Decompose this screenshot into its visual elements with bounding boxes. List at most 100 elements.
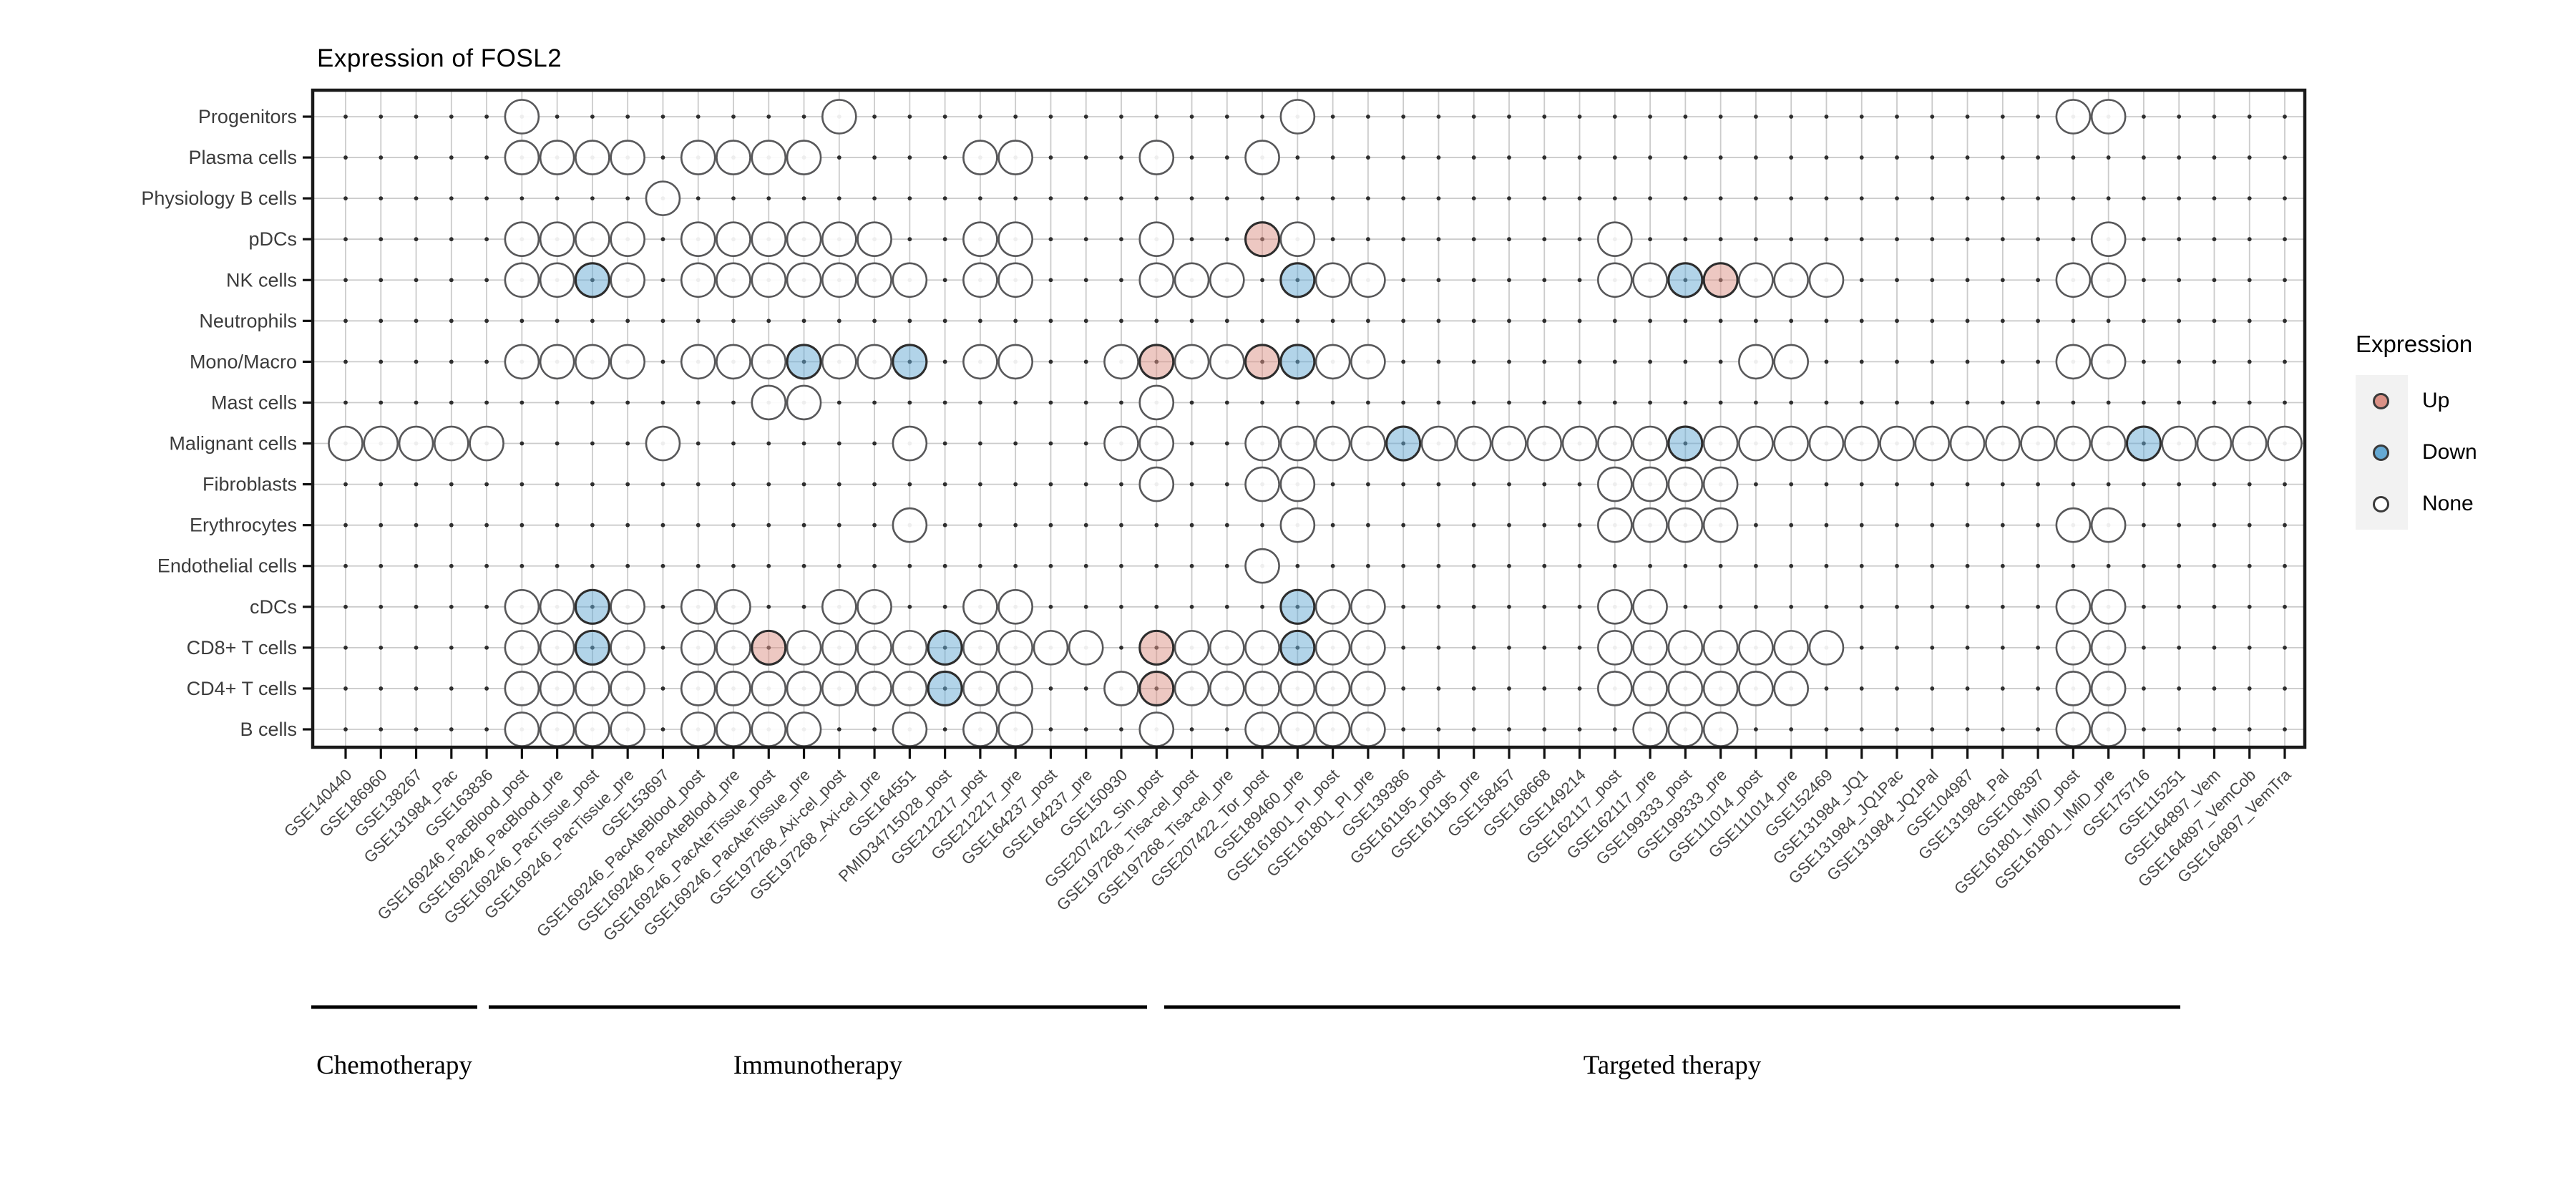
expression-dot-none — [1244, 671, 1280, 706]
expression-dot-none — [1068, 630, 1104, 666]
expression-dot-none — [1491, 425, 1527, 462]
y-tick-label: pDCs — [248, 228, 297, 250]
y-tick-label: Neutrophils — [199, 310, 297, 331]
expression-dot-none — [2161, 425, 2197, 462]
expression-dot-none — [1667, 630, 1704, 666]
expression-dot-none — [504, 588, 540, 625]
expression-dot-none — [610, 671, 645, 706]
expression-dot-none — [1209, 630, 1245, 666]
expression-dot-none — [962, 671, 998, 706]
expression-dot-none — [1597, 630, 1633, 666]
expression-dot-none — [1209, 344, 1245, 380]
expression-dot-none — [1667, 671, 1704, 706]
expression-dot-none — [680, 344, 716, 380]
expression-dot-none — [857, 262, 892, 298]
group-label: Chemotherapy — [316, 1051, 472, 1080]
expression-dot-none — [645, 180, 681, 216]
expression-dot-none — [1244, 140, 1280, 175]
expression-dot-none — [892, 262, 928, 298]
expression-dot-none — [716, 221, 751, 258]
expression-dot-none — [1773, 630, 1809, 666]
expression-dot-none — [786, 221, 822, 258]
expression-dot-none — [610, 140, 645, 175]
expression-dot-none — [1808, 630, 1845, 666]
expression-dot-none — [1174, 344, 1210, 380]
expression-dot-none — [962, 221, 998, 258]
y-tick-label: CD4+ T cells — [187, 678, 297, 699]
expression-dot-up — [1138, 344, 1175, 380]
expression-dot-none — [539, 588, 575, 625]
expression-dot-none — [504, 221, 540, 258]
group-label: Targeted therapy — [1584, 1051, 1762, 1080]
expression-dot-none — [1138, 711, 1175, 747]
expression-dot-none — [2055, 711, 2092, 747]
expression-dot-none — [1667, 711, 1704, 747]
expression-dot-none — [1632, 262, 1668, 298]
expression-dot-none — [821, 221, 857, 258]
expression-dot-none — [1632, 711, 1668, 747]
expression-dot-none — [1350, 262, 1386, 298]
expression-dot-none — [2055, 671, 2092, 706]
expression-dot-none — [1597, 588, 1633, 625]
expression-dot-none — [504, 140, 540, 175]
expression-dot-none — [1843, 425, 1880, 462]
expression-dot-none — [751, 671, 787, 706]
expression-dot-none — [1244, 711, 1280, 747]
expression-dot-none — [1138, 466, 1175, 502]
expression-dot-none — [2196, 425, 2233, 462]
expression-dot-none — [1279, 466, 1316, 502]
expression-dot-none — [575, 671, 610, 706]
expression-dot-none — [997, 711, 1033, 747]
expression-dot-none — [857, 671, 892, 706]
expression-dot-none — [962, 588, 998, 625]
expression-dot-up — [751, 629, 787, 666]
y-tick-label: Fibroblasts — [203, 474, 297, 495]
expression-dot-none — [1279, 99, 1316, 135]
expression-dot-none — [1314, 711, 1351, 747]
expression-dot-none — [539, 262, 575, 298]
expression-dot-down — [1667, 262, 1704, 298]
expression-dot-none — [1103, 425, 1139, 462]
expression-dot-none — [1314, 262, 1351, 298]
expression-dot-none — [469, 425, 504, 462]
expression-dot-none — [680, 671, 716, 706]
expression-dot-none — [716, 140, 751, 175]
expression-dot-none — [1738, 425, 1774, 462]
expression-dot-none — [716, 588, 751, 625]
legend-item-down: Down — [2356, 427, 2477, 478]
expression-dot-none — [1949, 425, 1986, 462]
expression-dot-none — [716, 630, 751, 666]
expression-dot-none — [2090, 344, 2127, 380]
expression-dot-none — [1209, 671, 1245, 706]
none-dot-icon — [2373, 495, 2389, 512]
expression-dot-none — [1632, 425, 1668, 462]
y-axis-labels: Progenitors Plasma cells Physiology B cell… — [141, 106, 297, 740]
expression-dot-none — [786, 711, 822, 747]
expression-dot-none — [2090, 711, 2127, 747]
expression-dot-none — [1314, 344, 1351, 380]
expression-dot-none — [751, 221, 787, 258]
expression-dot-none — [2055, 630, 2092, 666]
expression-dot-none — [1808, 262, 1845, 298]
expression-dot-none — [857, 630, 892, 666]
expression-dot-none — [504, 630, 540, 666]
expression-dot-none — [2055, 425, 2092, 462]
expression-dot-down — [1667, 425, 1704, 462]
y-tick-label: NK cells — [226, 269, 297, 291]
expression-dot-none — [1350, 588, 1386, 625]
expression-dot-none — [1350, 425, 1386, 462]
expression-dot-none — [1279, 507, 1316, 543]
expression-dot-none — [645, 425, 681, 462]
expression-dot-none — [539, 711, 575, 747]
expression-dot-none — [751, 140, 787, 175]
expression-dot-none — [610, 344, 645, 380]
y-tick-label: Endothelial cells — [157, 555, 297, 577]
expression-dot-none — [2231, 425, 2268, 462]
expression-dot-none — [680, 221, 716, 258]
y-tick-label: Mono/Macro — [190, 351, 297, 372]
expression-dot-none — [997, 262, 1033, 298]
expression-dot-none — [997, 140, 1033, 175]
expression-dot-down — [1385, 425, 1422, 462]
expression-dot-none — [2055, 262, 2092, 298]
expression-dot-none — [751, 262, 787, 298]
